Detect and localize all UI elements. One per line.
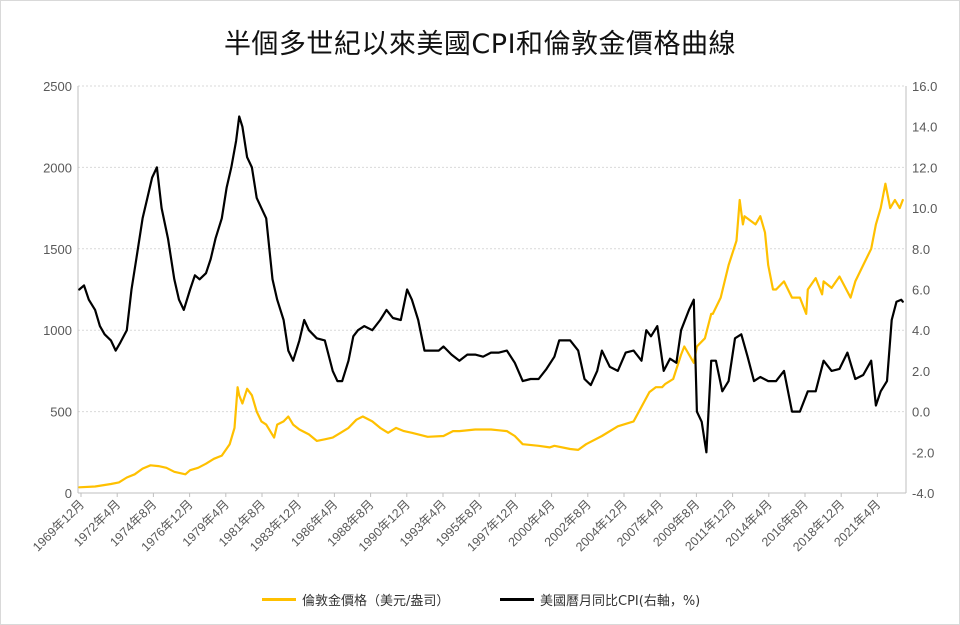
series-lines [78, 115, 904, 489]
left-tick-label: 2500 [43, 79, 72, 94]
legend-item-cpi: 美國曆月同比CPI(右軸，%) [500, 590, 700, 609]
left-axis-ticks: 0 500 1000 1500 2000 2500 [43, 79, 72, 501]
legend-label-cpi: 美國曆月同比CPI(右軸，%) [540, 594, 701, 609]
right-tick-label: 4.0 [912, 323, 930, 338]
legend-label-gold: 倫敦金價格（美元/盎司） [302, 594, 450, 609]
right-tick-label: -4.0 [912, 486, 934, 501]
left-tick-label: 500 [50, 405, 72, 420]
left-tick-label: 1500 [43, 242, 72, 257]
right-tick-label: 14.0 [912, 120, 937, 135]
left-tick-label: 2000 [43, 160, 72, 175]
chart-canvas: 0 500 1000 1500 2000 2500 -4.0 -2.0 0.0 2.0 4.0 6.… [30, 79, 937, 554]
gold-price-line [78, 182, 904, 489]
gridlines [78, 85, 906, 413]
left-tick-label: 0 [65, 486, 72, 501]
right-tick-label: 8.0 [912, 242, 930, 257]
right-tick-label: 2.0 [912, 364, 930, 379]
cpi-line [78, 115, 904, 454]
chart-title: 半個多世紀以來美國CPI和倫敦金價格曲線 [223, 29, 737, 60]
x-axis-ticks: 1969年12月1972年4月1974年8月1976年12月1979年4月198… [30, 493, 884, 554]
legend-swatch-cpi [500, 598, 534, 601]
legend: 倫敦金價格（美元/盎司） 美國曆月同比CPI(右軸，%) [0, 590, 960, 612]
right-tick-label: 10.0 [912, 201, 937, 216]
right-tick-label: 12.0 [912, 160, 937, 175]
legend-item-gold: 倫敦金價格（美元/盎司） [262, 590, 449, 609]
right-tick-label: 16.0 [912, 79, 937, 94]
right-tick-label: 0.0 [912, 405, 930, 420]
left-tick-label: 1000 [43, 323, 72, 338]
right-tick-label: -2.0 [912, 445, 934, 460]
right-tick-label: 6.0 [912, 283, 930, 298]
right-axis-ticks: -4.0 -2.0 0.0 2.0 4.0 6.0 8.0 10.0 12.0 14.0 16.0 [912, 79, 937, 501]
legend-swatch-gold [262, 598, 296, 601]
axes [77, 86, 907, 494]
